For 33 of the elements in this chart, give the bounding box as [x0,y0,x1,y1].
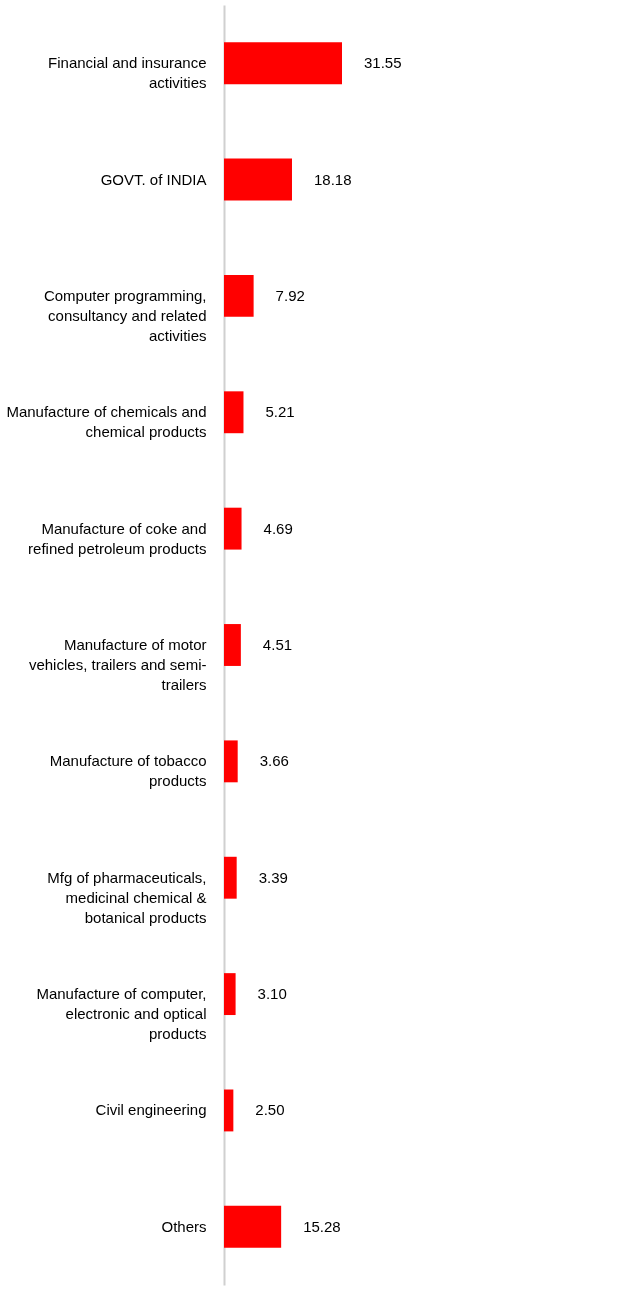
data-label: 3.39 [258,868,288,886]
data-label: 5.21 [265,403,295,421]
data-label: 18.18 [313,170,352,188]
y-tick-label: Computer programming, consultancy and related activities [43,286,207,344]
bar [224,391,244,434]
bar [224,973,236,1016]
data-label: 31.55 [364,54,402,72]
data-label: 2.50 [255,1101,285,1119]
bar [224,274,254,317]
data-label: 3.10 [257,985,287,1003]
bar [224,1205,282,1248]
y-tick-label: Manufacture of motor vehicles, trailers and semi-trailers [28,636,207,693]
data-label: 4.51 [262,636,293,653]
bar [224,624,241,666]
data-label: 7.92 [275,286,305,304]
y-tick-label: Manufacture of computer, electronic and optical products [36,985,207,1043]
y-tick-label: Others [161,1217,207,1235]
y-tick-label: Mfg of pharmaceuticals, medicinal chemical & botanical products [47,868,207,926]
bar [224,856,237,899]
bar [224,507,242,550]
data-label: 15.28 [303,1217,341,1235]
bar [224,42,342,85]
y-tick-label: Manufacture of coke and refined petroleum products [28,519,207,557]
bar [224,1089,234,1132]
bar [224,158,292,201]
y-tick-label: Manufacture of chemicals and chemical products [6,403,207,441]
data-label: 3.66 [259,752,289,770]
bar [224,740,238,783]
y-tick-label: GOVT. of INDIA [100,170,207,188]
y-tick-label: Manufacture of tobacco products [49,752,207,790]
y-tick-label: Financial and insurance activities [48,54,207,92]
y-tick-label: Civil engineering [95,1101,207,1119]
data-label: 4.69 [263,519,293,537]
